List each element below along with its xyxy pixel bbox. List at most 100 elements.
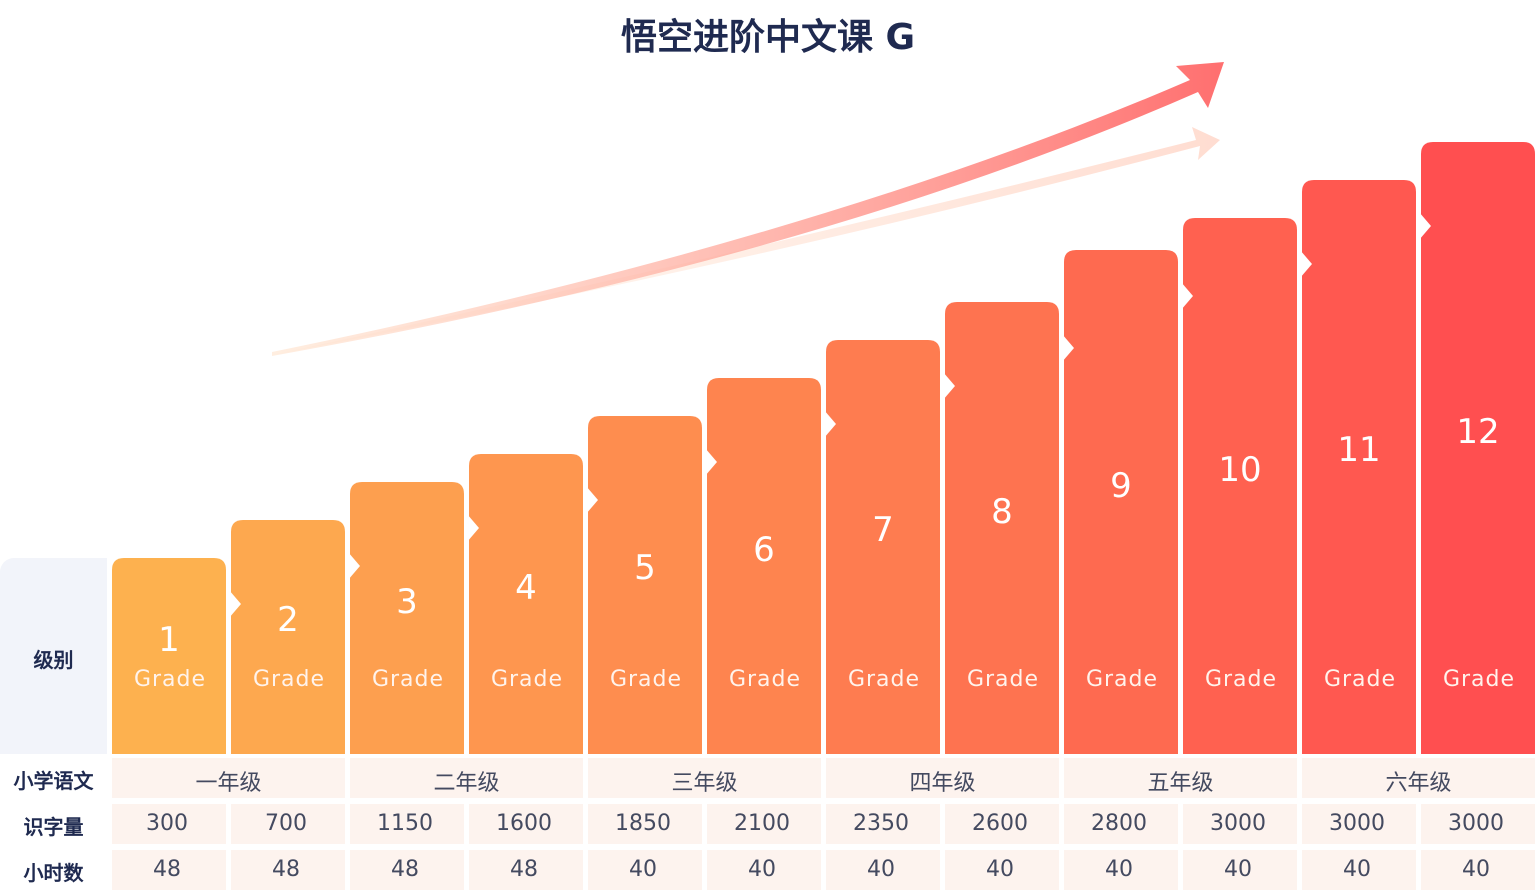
character-count: 1150 xyxy=(377,811,433,836)
grade-number: 1 xyxy=(158,620,180,660)
school-year-label: 一年级 xyxy=(195,771,262,796)
row-label-characters: 识字量 xyxy=(23,815,84,839)
level-label: 级别 xyxy=(33,648,74,672)
school-year-cell xyxy=(1064,758,1297,798)
hour-count: 40 xyxy=(629,857,657,882)
row-label-hours: 小时数 xyxy=(23,861,84,885)
grade-number: 10 xyxy=(1218,450,1262,490)
grade-bar-2 xyxy=(231,520,345,754)
character-count-cell xyxy=(588,804,702,844)
hour-count: 40 xyxy=(1462,857,1490,882)
grade-label: Grade xyxy=(1204,667,1278,692)
hour-count-cell xyxy=(1421,850,1535,890)
school-year-cell xyxy=(112,758,345,798)
character-count-cell xyxy=(1302,804,1416,844)
character-count: 3000 xyxy=(1448,811,1504,836)
grade-number: 12 xyxy=(1456,412,1500,452)
hour-count-cell xyxy=(350,850,464,890)
grade-bar-7 xyxy=(826,340,940,754)
grade-label: Grade xyxy=(728,667,802,692)
character-count-cell xyxy=(469,804,583,844)
grade-label: Grade xyxy=(371,667,445,692)
step-chevron xyxy=(229,590,241,618)
character-count: 2100 xyxy=(734,811,790,836)
grade-label: Grade xyxy=(609,667,683,692)
hour-count: 48 xyxy=(272,857,300,882)
hour-count-cell xyxy=(469,850,583,890)
character-count-cell xyxy=(1421,804,1535,844)
hour-count: 40 xyxy=(1343,857,1371,882)
grade-label: Grade xyxy=(1085,667,1159,692)
character-count: 2800 xyxy=(1091,811,1147,836)
character-count-cell xyxy=(1064,804,1178,844)
hour-count: 40 xyxy=(748,857,776,882)
hour-count-cell xyxy=(1183,850,1297,890)
row-label-school: 小学语文 xyxy=(13,769,94,793)
hour-count-cell xyxy=(826,850,940,890)
hour-count: 48 xyxy=(153,857,181,882)
character-count: 3000 xyxy=(1210,811,1266,836)
step-chevron xyxy=(1419,212,1431,240)
grade-number: 9 xyxy=(1110,466,1132,506)
grade-label: Grade xyxy=(847,667,921,692)
school-year-label: 四年级 xyxy=(909,771,976,796)
grade-number: 3 xyxy=(396,582,418,622)
character-count-cell xyxy=(707,804,821,844)
step-chevron xyxy=(824,410,836,438)
hour-count-cell xyxy=(1064,850,1178,890)
school-year-label: 二年级 xyxy=(433,771,500,796)
school-year-cell xyxy=(826,758,1059,798)
grade-label: Grade xyxy=(966,667,1040,692)
grade-number: 5 xyxy=(634,548,656,588)
grade-bar-11 xyxy=(1302,180,1416,754)
grade-bar-9 xyxy=(1064,250,1178,754)
school-year-label: 三年级 xyxy=(671,771,738,796)
character-count-cell xyxy=(350,804,464,844)
hour-count: 40 xyxy=(1224,857,1252,882)
step-chevron xyxy=(348,552,360,580)
grade-bar-10 xyxy=(1183,218,1297,754)
hour-count-cell xyxy=(231,850,345,890)
hour-count: 48 xyxy=(510,857,538,882)
step-chevron xyxy=(1062,334,1074,362)
character-count: 700 xyxy=(265,811,307,836)
character-count: 300 xyxy=(146,811,188,836)
grade-bar-8 xyxy=(945,302,1059,754)
character-count-cell xyxy=(945,804,1059,844)
step-chevron xyxy=(705,448,717,476)
grade-number: 7 xyxy=(872,510,894,550)
grade-number: 8 xyxy=(991,492,1013,532)
grade-number: 11 xyxy=(1337,430,1381,470)
step-chevron xyxy=(586,486,598,514)
grade-bar-6 xyxy=(707,378,821,754)
step-chevron xyxy=(1181,282,1193,310)
school-year-cell xyxy=(588,758,821,798)
grade-bar-1 xyxy=(112,558,226,754)
character-count: 1850 xyxy=(615,811,671,836)
grade-bar-4 xyxy=(469,454,583,754)
grade-label: Grade xyxy=(1323,667,1397,692)
grade-label: Grade xyxy=(252,667,326,692)
hour-count: 40 xyxy=(1105,857,1133,882)
step-chevron xyxy=(1300,250,1312,278)
character-count-cell xyxy=(1183,804,1297,844)
hour-count-cell xyxy=(945,850,1059,890)
character-count: 2600 xyxy=(972,811,1028,836)
grade-bar-3 xyxy=(350,482,464,754)
character-count-cell xyxy=(826,804,940,844)
hour-count-cell xyxy=(588,850,702,890)
school-year-cell xyxy=(1302,758,1535,798)
hour-count: 40 xyxy=(867,857,895,882)
page-title: 悟空进阶中文课 G xyxy=(620,17,916,58)
character-count: 3000 xyxy=(1329,811,1385,836)
hour-count-cell xyxy=(112,850,226,890)
step-chevron xyxy=(467,514,479,542)
grade-label: Grade xyxy=(1442,667,1516,692)
character-count: 2350 xyxy=(853,811,909,836)
hour-count: 48 xyxy=(391,857,419,882)
level-label-panel xyxy=(0,558,107,754)
school-year-label: 六年级 xyxy=(1385,771,1452,796)
grade-number: 6 xyxy=(753,530,775,570)
grade-number: 2 xyxy=(277,600,299,640)
